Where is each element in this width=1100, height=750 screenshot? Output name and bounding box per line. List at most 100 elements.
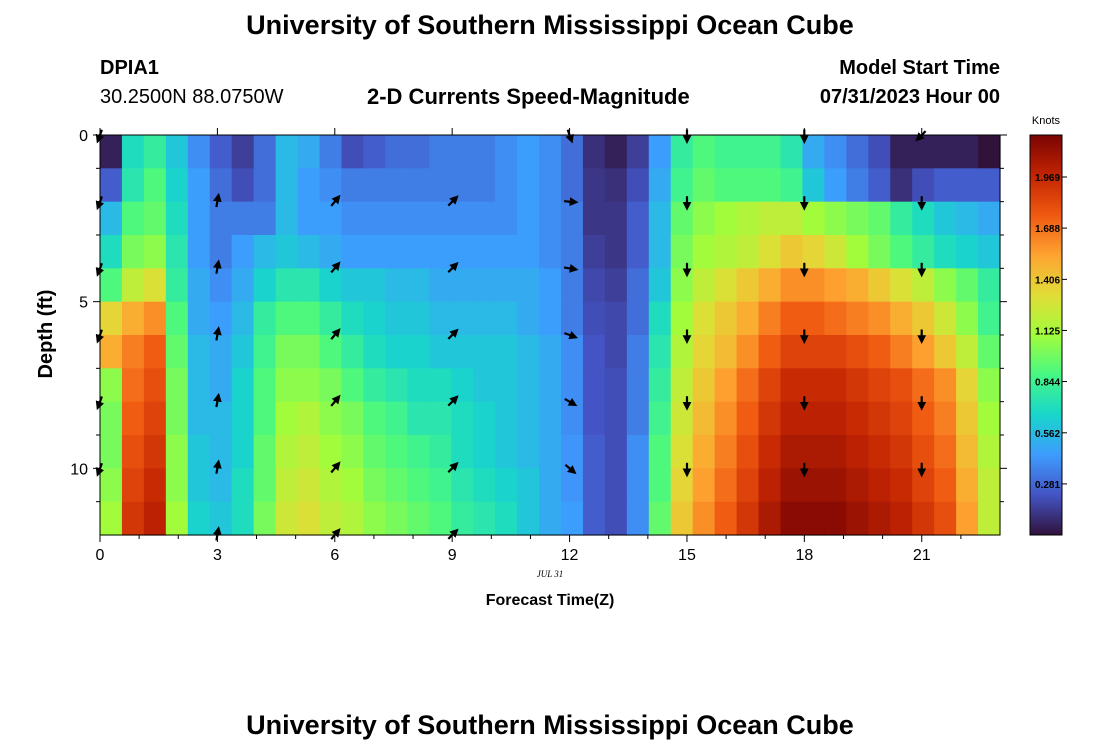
heatmap-cell <box>604 468 628 503</box>
heatmap-cell <box>912 435 935 469</box>
heatmap-cell <box>824 368 847 403</box>
heatmap-cell <box>341 235 365 269</box>
heatmap-cell <box>626 235 650 269</box>
heatmap-cell <box>407 168 430 203</box>
heatmap-cell <box>604 401 628 436</box>
heatmap-cell <box>209 468 233 503</box>
heatmap-cell <box>407 401 430 436</box>
heatmap-cell <box>890 135 913 169</box>
heatmap-cell <box>802 268 825 303</box>
heatmap-cell <box>692 135 716 169</box>
heatmap-cell <box>780 168 804 203</box>
heatmap-cell <box>187 135 211 169</box>
heatmap-cell <box>912 268 935 303</box>
heatmap-cell <box>670 435 694 469</box>
direction-arrow <box>330 261 341 274</box>
heatmap-cell <box>539 368 562 403</box>
heatmap-cell <box>890 301 913 336</box>
heatmap-cell <box>560 201 584 236</box>
model-start-label: Model Start Time <box>839 57 1000 79</box>
heatmap-cell <box>890 435 913 469</box>
date-label: JUL 31 <box>537 569 564 579</box>
heatmap-cell <box>934 301 957 336</box>
heatmap-cell <box>517 168 540 203</box>
heatmap-cell <box>604 268 628 303</box>
heatmap-cell <box>495 168 518 203</box>
x-tick-label: 3 <box>213 547 222 564</box>
heatmap-cell <box>253 435 277 469</box>
heatmap-cell <box>297 135 321 169</box>
heatmap-cell <box>341 301 365 336</box>
heatmap-cell <box>319 401 343 436</box>
heatmap-cell <box>978 435 1001 469</box>
heatmap-cell <box>231 468 255 503</box>
colorbar <box>1029 134 1063 536</box>
heatmap-cell <box>956 435 979 469</box>
heatmap-cell <box>539 501 562 536</box>
heatmap-cell <box>758 301 782 336</box>
heatmap-cell <box>846 135 869 169</box>
heatmap-cell <box>956 201 979 236</box>
heatmap-cell <box>121 368 145 403</box>
heatmap-cell <box>165 401 189 436</box>
heatmap-cell <box>582 435 606 469</box>
heatmap-cell <box>758 468 782 503</box>
heatmap-cell <box>253 235 277 269</box>
page-title: University of Southern Mississippi Ocean… <box>246 10 854 40</box>
heatmap-cell <box>341 268 365 303</box>
heatmap-cell <box>978 301 1001 336</box>
heatmap-cell <box>714 468 738 503</box>
heatmap-cell <box>802 335 825 369</box>
heatmap-cell <box>824 201 847 236</box>
heatmap-cell <box>846 335 869 369</box>
heatmap-cell <box>604 335 628 369</box>
heatmap-cell <box>539 435 562 469</box>
colorbar-ticks: 1.969 1.688 1.406 1.125 0.844 0.562 0.281 <box>1035 173 1067 491</box>
heatmap-cell <box>670 335 694 369</box>
y-tick-label: 0 <box>79 128 88 145</box>
product-title: 2-D Currents Speed-Magnitude <box>367 84 690 109</box>
heatmap-cell <box>187 301 211 336</box>
station-coordinates: 30.2500N 88.0750W <box>100 86 284 108</box>
heatmap-cell <box>121 468 145 503</box>
heatmap-cell <box>582 368 606 403</box>
heatmap-cell <box>802 401 825 436</box>
heatmap-cell <box>560 435 584 469</box>
model-start-value: 07/31/2023 Hour 00 <box>819 86 1000 108</box>
heatmap-cell <box>714 268 738 303</box>
heatmap-cell <box>648 268 672 303</box>
heatmap-cell <box>473 301 496 336</box>
heatmap-cell <box>670 201 694 236</box>
heatmap-cell <box>648 368 672 403</box>
heatmap-cell <box>692 401 716 436</box>
heatmap-cell <box>934 368 957 403</box>
heatmap-cell <box>451 268 474 303</box>
y-tick-label: 5 <box>79 295 88 312</box>
heatmap-cell <box>890 268 913 303</box>
heatmap-cell <box>517 335 540 369</box>
direction-arrow <box>330 328 341 340</box>
heatmap-cell <box>736 168 760 203</box>
heatmap-cell <box>121 168 145 203</box>
heatmap-cell <box>275 501 299 536</box>
heatmap-cell <box>912 468 935 503</box>
heatmap-cell <box>539 268 562 303</box>
heatmap-cell <box>670 468 694 503</box>
heatmap-cell <box>978 368 1001 403</box>
heatmap-cell <box>121 435 145 469</box>
heatmap-cell <box>385 435 408 469</box>
heatmap-cell <box>956 168 979 203</box>
x-tick-label: 21 <box>913 547 931 564</box>
heatmap-cell <box>297 401 321 436</box>
heatmap-cell <box>473 435 496 469</box>
heatmap-cell <box>560 468 584 503</box>
heatmap-cell <box>517 368 540 403</box>
heatmap-cell <box>802 468 825 503</box>
heatmap-cell <box>495 368 518 403</box>
heatmap-cell <box>253 301 277 336</box>
heatmap-cell <box>802 235 825 269</box>
heatmap-cell <box>341 468 365 503</box>
heatmap-cell <box>626 201 650 236</box>
heatmap-cell <box>165 301 189 336</box>
